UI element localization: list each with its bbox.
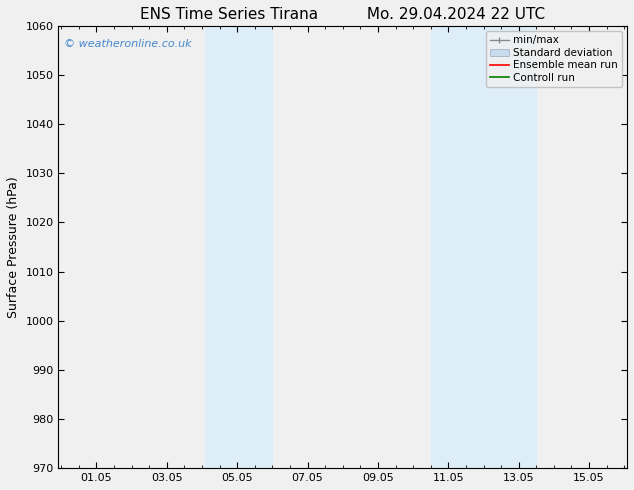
- Bar: [205, 26, 273, 468]
- Y-axis label: Surface Pressure (hPa): Surface Pressure (hPa): [7, 176, 20, 318]
- Title: ENS Time Series Tirana          Mo. 29.04.2024 22 UTC: ENS Time Series Tirana Mo. 29.04.2024 22…: [140, 7, 545, 22]
- Legend: min/max, Standard deviation, Ensemble mean run, Controll run: min/max, Standard deviation, Ensemble me…: [486, 31, 622, 87]
- Bar: [430, 26, 536, 468]
- Text: © weatheronline.co.uk: © weatheronline.co.uk: [64, 39, 192, 49]
